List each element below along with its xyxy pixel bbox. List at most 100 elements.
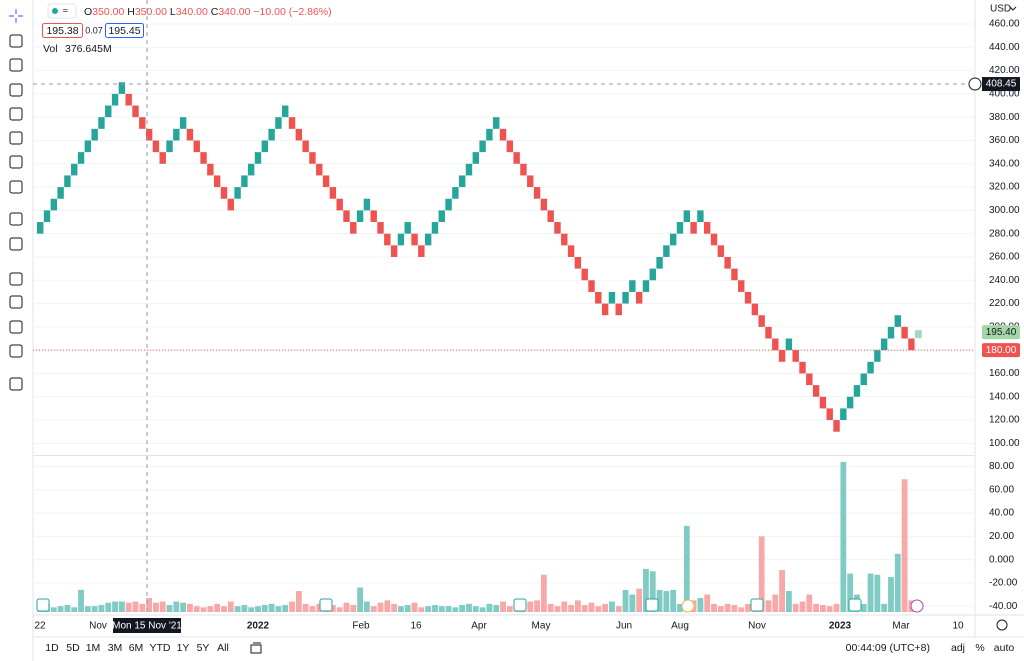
brick [37, 222, 44, 234]
sell-box[interactable] [42, 23, 83, 38]
y-tick-label: 320.00 [989, 182, 1020, 193]
range-button[interactable]: 6M [129, 642, 144, 654]
volume-bar [187, 603, 193, 612]
marks [33, 82, 975, 612]
volume-bar [629, 594, 636, 612]
tool-icon[interactable] [9, 131, 23, 145]
volume-bar [159, 601, 166, 612]
y-tick-label: 280.00 [989, 228, 1020, 239]
earnings-icon[interactable] [750, 598, 764, 612]
vol-value: 376.645M [65, 43, 112, 55]
status-pill[interactable] [47, 3, 77, 19]
y-tick-label: 340.00 [989, 158, 1020, 169]
volume-bar [833, 603, 840, 612]
brick [445, 198, 452, 211]
range-button[interactable]: 1D [45, 642, 59, 654]
volume-bar [813, 603, 820, 612]
settings-icon[interactable] [996, 619, 1008, 631]
dividend-icon[interactable] [681, 599, 695, 613]
tool-icon[interactable] [9, 58, 23, 72]
tool-icon[interactable] [9, 212, 23, 226]
tool-icon[interactable] [9, 295, 23, 309]
sell[interactable]: 195.38 [46, 25, 78, 37]
tool-icon[interactable] [9, 344, 23, 358]
brick [336, 198, 343, 211]
brick [77, 152, 85, 164]
buy-box[interactable] [105, 23, 144, 38]
range-button[interactable]: YTD [150, 642, 171, 654]
brick [840, 408, 847, 421]
volume-tick-label: 40.00 [989, 508, 1014, 519]
brick [356, 210, 364, 223]
percent-toggle[interactable]: % [975, 642, 984, 654]
x-tick-label: 16 [410, 621, 422, 632]
buy[interactable]: 195.45 [108, 25, 140, 37]
earnings-icon[interactable] [36, 598, 50, 612]
brick [207, 163, 214, 176]
volume-bar [820, 605, 826, 612]
add-alert[interactable] [968, 77, 982, 91]
auto-toggle[interactable]: auto [994, 642, 1015, 654]
status-dot[interactable] [52, 8, 58, 14]
earnings-icon[interactable] [645, 598, 659, 612]
y-tick-label: 260.00 [989, 252, 1020, 263]
brick [690, 222, 697, 234]
brick [220, 187, 228, 199]
volume-bar [466, 603, 472, 612]
volume-bar [261, 605, 268, 612]
volume-bar [248, 607, 255, 612]
adj-toggle[interactable]: adj [951, 642, 965, 654]
brick [479, 140, 486, 153]
range-button[interactable]: 5Y [197, 642, 210, 654]
earnings-icon[interactable] [513, 598, 527, 612]
volume-bar [445, 606, 452, 612]
range-button[interactable]: 3M [108, 642, 123, 654]
brick [731, 268, 738, 281]
x-tick-label: Jun [616, 621, 632, 632]
brick [43, 210, 51, 223]
date-range-icon[interactable] [250, 642, 262, 654]
change: −10.00 (−2.86%) [253, 6, 331, 18]
earnings-icon[interactable] [319, 598, 333, 612]
tool-icon[interactable] [9, 320, 23, 334]
volume-bar [207, 606, 214, 612]
tool-icon[interactable] [9, 107, 23, 121]
currency-caret[interactable] [1009, 6, 1017, 11]
volume-bar [98, 605, 105, 612]
brick [186, 128, 194, 141]
volume-bar [758, 536, 765, 612]
x-tick-label: Aug [671, 621, 689, 632]
brick [282, 105, 289, 118]
range-button[interactable]: 1M [86, 642, 101, 654]
tool-icon[interactable] [9, 180, 23, 194]
range-button[interactable]: 5D [66, 642, 80, 654]
x-tick-label: Mar [892, 621, 910, 632]
split-icon[interactable] [910, 599, 924, 613]
brick [98, 117, 105, 129]
brick [118, 82, 126, 94]
brick [574, 256, 582, 269]
brick [458, 175, 466, 188]
brick [663, 245, 670, 257]
tool-icon[interactable] [9, 272, 23, 286]
tool-icon[interactable] [9, 155, 23, 169]
currency[interactable]: USD [990, 4, 1011, 15]
tool-icon[interactable] [9, 9, 23, 23]
tool-icon[interactable] [9, 377, 23, 391]
brick [139, 117, 146, 129]
h-value: 350.00 [135, 6, 167, 18]
volume-bar [91, 606, 98, 612]
volume-bar [574, 600, 581, 612]
volume-bar [398, 606, 404, 612]
earnings-icon[interactable] [848, 598, 862, 612]
volume-bar [772, 594, 779, 612]
volume-bar [418, 607, 425, 612]
range-button[interactable]: All [217, 642, 229, 654]
tool-icon[interactable] [9, 237, 23, 251]
brick [724, 256, 731, 269]
range-button[interactable]: 1Y [177, 642, 190, 654]
tool-icon[interactable] [9, 83, 23, 97]
tool-icon[interactable] [9, 34, 23, 48]
brick [227, 198, 234, 211]
